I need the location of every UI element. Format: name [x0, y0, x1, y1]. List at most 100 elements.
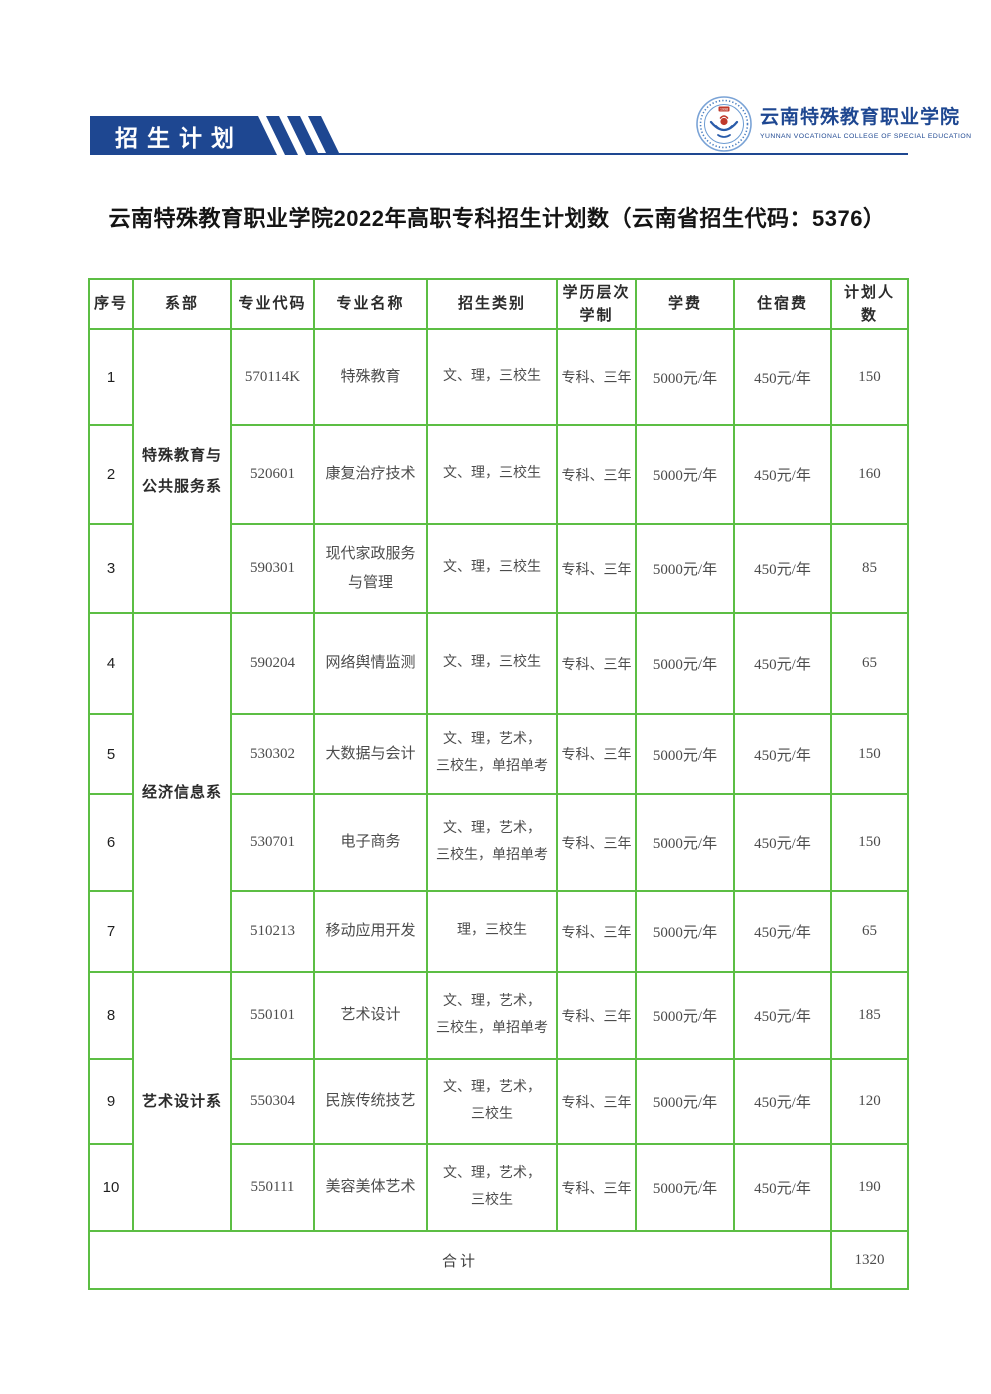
cell-code: 520601 — [230, 424, 315, 525]
cell-category: 文、理，三校生 — [426, 612, 558, 715]
cell-major-name: 移动应用开发 — [313, 890, 428, 973]
cell-major-name: 大数据与会计 — [313, 713, 428, 795]
total-label: 合计 — [88, 1230, 832, 1290]
cell-category: 文、理，三校生 — [426, 523, 558, 614]
cell-fee: 450元/年 — [733, 1058, 832, 1145]
header-divider — [308, 153, 908, 155]
table-total-row: 合计 1320 — [88, 1230, 909, 1290]
college-logo: 1998 云南特殊教育职业学院 YUNNAN VOCATIONAL COLLEG… — [695, 95, 971, 153]
table-row: 9 550304 民族传统技艺 文、理，艺术， 三校生 专科、三年 5000元/… — [88, 1058, 909, 1145]
cell-category: 文、理，艺术， 三校生，单招单考 — [426, 793, 558, 892]
cell-tuition: 5000元/年 — [635, 1058, 735, 1145]
cell-major-name: 电子商务 — [313, 793, 428, 892]
cell-department: 经济信息系 — [132, 612, 232, 973]
cell-category: 文、理，艺术， 三校生 — [426, 1058, 558, 1145]
cell-tuition: 5000元/年 — [635, 890, 735, 973]
cell-plan: 65 — [830, 612, 909, 715]
cell-plan: 150 — [830, 793, 909, 892]
cell-fee: 450元/年 — [733, 713, 832, 795]
page-title: 云南特殊教育职业学院2022年高职专科招生计划数（云南省招生代码：5376） — [108, 206, 886, 231]
cell-plan: 160 — [830, 424, 909, 525]
cell-fee: 450元/年 — [733, 424, 832, 525]
cell-level: 专科、三年 — [556, 890, 637, 973]
col-header-name: 专业名称 — [313, 278, 428, 330]
table-row: 3 590301 现代家政服务与管理 文、理，三校生 专科、三年 5000元/年… — [88, 523, 909, 614]
table-row: 1 特殊教育与 公共服务系 570114K 特殊教育 文、理，三校生 专科、三年… — [88, 328, 909, 614]
col-header-code: 专业代码 — [230, 278, 315, 330]
cell-seq: 1 — [88, 328, 134, 426]
cell-tuition: 5000元/年 — [635, 713, 735, 795]
cell-major-name: 艺术设计 — [313, 971, 428, 1060]
cell-seq: 8 — [88, 971, 134, 1060]
table-row: 4 经济信息系 590204 网络舆情监测 文、理，三校生 专科、三年 5000… — [88, 612, 909, 973]
cell-category: 理，三校生 — [426, 890, 558, 973]
cell-plan: 85 — [830, 523, 909, 614]
cell-tuition: 5000元/年 — [635, 612, 735, 715]
cell-tuition: 5000元/年 — [635, 1143, 735, 1232]
cell-seq: 6 — [88, 793, 134, 892]
total-value: 1320 — [830, 1230, 909, 1290]
cell-major-name: 民族传统技艺 — [313, 1058, 428, 1145]
svg-text:1998: 1998 — [720, 108, 728, 112]
table-row: 7 510213 移动应用开发 理，三校生 专科、三年 5000元/年 450元… — [88, 890, 909, 973]
cell-plan: 120 — [830, 1058, 909, 1145]
cell-code: 550111 — [230, 1143, 315, 1232]
cell-category: 文、理，艺术， 三校生 — [426, 1143, 558, 1232]
cell-level: 专科、三年 — [556, 971, 637, 1060]
cell-level: 专科、三年 — [556, 612, 637, 715]
cell-plan: 185 — [830, 971, 909, 1060]
cell-category: 文、理，三校生 — [426, 328, 558, 426]
cell-fee: 450元/年 — [733, 612, 832, 715]
enrollment-table-wrap: 序号 系部 专业代码 专业名称 招生类别 学历层次 学制 学费 住宿费 计划人数… — [88, 278, 909, 1290]
cell-code: 590301 — [230, 523, 315, 614]
table-row: 6 530701 电子商务 文、理，艺术， 三校生，单招单考 专科、三年 500… — [88, 793, 909, 892]
cell-seq: 9 — [88, 1058, 134, 1145]
cell-fee: 450元/年 — [733, 1143, 832, 1232]
cell-code: 570114K — [230, 328, 315, 426]
enrollment-table: 序号 系部 专业代码 专业名称 招生类别 学历层次 学制 学费 住宿费 计划人数… — [88, 278, 909, 1290]
cell-tuition: 5000元/年 — [635, 971, 735, 1060]
cell-tuition: 5000元/年 — [635, 424, 735, 525]
cell-seq: 10 — [88, 1143, 134, 1232]
enrollment-plan-banner: 招生计划 — [90, 116, 340, 155]
cell-major-name: 特殊教育 — [313, 328, 428, 426]
cell-fee: 450元/年 — [733, 890, 832, 973]
cell-level: 专科、三年 — [556, 1143, 637, 1232]
table-row: 8 艺术设计系 550101 艺术设计 文、理，艺术， 三校生，单招单考 专科、… — [88, 971, 909, 1232]
cell-seq: 3 — [88, 523, 134, 614]
cell-code: 530302 — [230, 713, 315, 795]
cell-code: 530701 — [230, 793, 315, 892]
cell-seq: 2 — [88, 424, 134, 525]
col-header-tuition: 学费 — [635, 278, 735, 330]
cell-category: 文、理，三校生 — [426, 424, 558, 525]
cell-code: 510213 — [230, 890, 315, 973]
table-row: 2 520601 康复治疗技术 文、理，三校生 专科、三年 5000元/年 45… — [88, 424, 909, 525]
cell-level: 专科、三年 — [556, 1058, 637, 1145]
cell-tuition: 5000元/年 — [635, 523, 735, 614]
cell-fee: 450元/年 — [733, 971, 832, 1060]
col-header-seq: 序号 — [88, 278, 134, 330]
cell-seq: 5 — [88, 713, 134, 795]
cell-level: 专科、三年 — [556, 523, 637, 614]
cell-major-name: 美容美体艺术 — [313, 1143, 428, 1232]
cell-plan: 65 — [830, 890, 909, 973]
col-header-fee: 住宿费 — [733, 278, 832, 330]
banner-shape — [90, 116, 277, 155]
college-name-en: YUNNAN VOCATIONAL COLLEGE OF SPECIAL EDU… — [760, 133, 972, 140]
cell-tuition: 5000元/年 — [635, 328, 735, 426]
cell-code: 550304 — [230, 1058, 315, 1145]
cell-seq: 4 — [88, 612, 134, 715]
cell-tuition: 5000元/年 — [635, 793, 735, 892]
cell-code: 590204 — [230, 612, 315, 715]
cell-category: 文、理，艺术， 三校生，单招单考 — [426, 971, 558, 1060]
college-seal-icon: 1998 — [696, 96, 752, 152]
college-name-cn: 云南特殊教育职业学院 — [760, 107, 961, 128]
col-header-dept: 系部 — [132, 278, 232, 330]
cell-fee: 450元/年 — [733, 328, 832, 426]
cell-level: 专科、三年 — [556, 424, 637, 525]
cell-category: 文、理，艺术， 三校生，单招单考 — [426, 713, 558, 795]
col-header-category: 招生类别 — [426, 278, 558, 330]
table-row: 5 530302 大数据与会计 文、理，艺术， 三校生，单招单考 专科、三年 5… — [88, 713, 909, 795]
cell-level: 专科、三年 — [556, 793, 637, 892]
cell-seq: 7 — [88, 890, 134, 973]
